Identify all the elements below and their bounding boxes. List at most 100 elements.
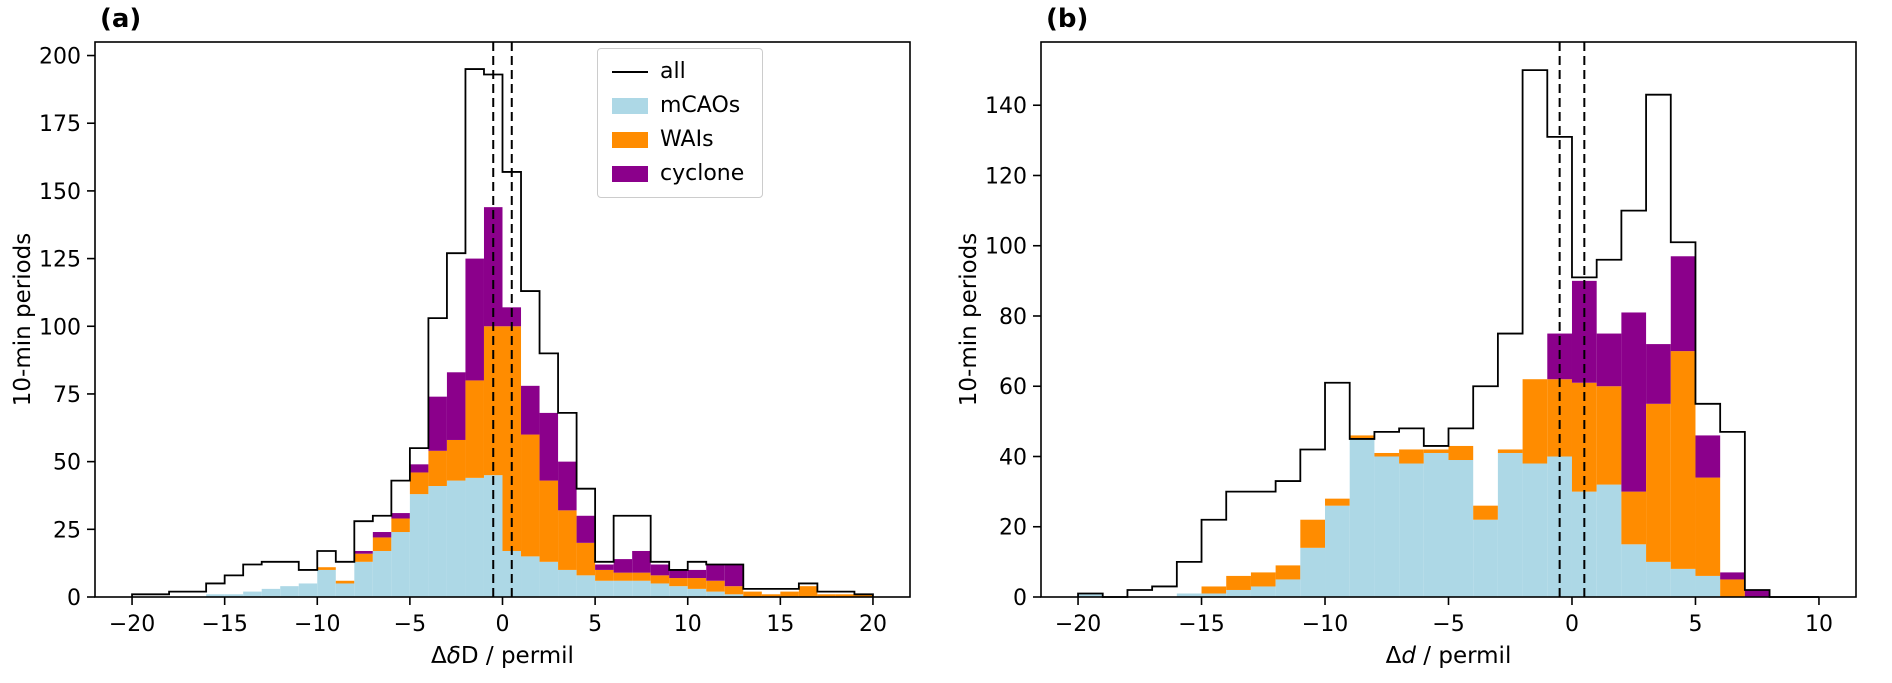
hist-bar-WAIs — [780, 591, 799, 597]
hist-bar-WAIs — [706, 580, 725, 592]
y-tick-label: 25 — [53, 518, 81, 543]
y-tick-label: 150 — [39, 180, 81, 205]
y-tick-label: 20 — [999, 516, 1027, 541]
x-tick-label: −20 — [1055, 612, 1101, 637]
hist-bar-WAIs — [1325, 498, 1350, 506]
hist-bar-cyclone — [724, 564, 744, 587]
hist-bar-WAIs — [798, 586, 818, 597]
hist-bar-mCAOs — [1522, 463, 1548, 597]
hist-bar-WAIs — [595, 569, 614, 581]
x-tick-label: 0 — [1565, 612, 1579, 637]
hist-bar-WAIs — [576, 542, 596, 576]
hist-bar-WAIs — [1473, 505, 1498, 520]
hist-bar-cyclone — [576, 515, 596, 543]
hist-bar-WAIs — [1399, 449, 1424, 464]
x-tick-label: 10 — [674, 612, 702, 637]
hist-bar-mCAOs — [669, 586, 688, 597]
hist-bar-mCAOs — [595, 580, 614, 597]
hist-bar-cyclone — [465, 258, 484, 381]
hist-bar-WAIs — [558, 510, 577, 570]
hist-bar-WAIs — [1423, 449, 1449, 453]
x-tick-label: −10 — [294, 612, 340, 637]
hist-bar-cyclone — [632, 550, 651, 573]
hist-bar-cyclone — [1720, 572, 1745, 580]
hist-bar-mCAOs — [224, 594, 244, 597]
hist-bar-cyclone — [669, 569, 688, 579]
hist-bar-WAIs — [335, 580, 355, 584]
hist-bar-mCAOs — [465, 477, 484, 597]
hist-bar-mCAOs — [706, 591, 725, 597]
hist-bar-WAIs — [1522, 379, 1548, 464]
hist-bar-WAIs — [854, 594, 873, 597]
hist-bar-mCAOs — [409, 494, 429, 597]
x-tick-label: 10 — [1805, 612, 1833, 637]
hist-bar-WAIs — [521, 434, 540, 557]
legend-entry-all: all — [612, 61, 744, 83]
hist-bar-mCAOs — [1621, 544, 1647, 597]
hist-bar-cyclone — [1596, 333, 1622, 387]
hist-bar-mCAOs — [446, 480, 466, 597]
hist-bar-mCAOs — [1078, 593, 1103, 597]
legend-patch-swatch-cyclone — [612, 166, 648, 182]
panel-a-chart: −20 −15 −10 −5 0 5 10 15 20025507510012515017520… — [10, 41, 911, 669]
hist-bar-mCAOs — [1423, 452, 1449, 597]
hist-bar-WAIs — [1646, 403, 1671, 562]
hist-bar-mCAOs — [1497, 452, 1523, 597]
hist-bar-mCAOs — [1646, 561, 1671, 597]
x-tick-label: −5 — [394, 612, 426, 637]
hist-bar-cyclone — [391, 513, 410, 519]
y-tick-label: 120 — [985, 164, 1027, 189]
hist-bar-cyclone — [1670, 256, 1696, 352]
hist-bar-WAIs — [743, 591, 762, 597]
hist-bar-WAIs — [1448, 445, 1474, 461]
hist-bar-mCAOs — [558, 569, 577, 597]
y-tick-label: 60 — [999, 375, 1027, 400]
y-tick-label: 80 — [999, 305, 1027, 330]
x-tick-label: −15 — [1178, 612, 1224, 637]
hist-bar-WAIs — [465, 380, 484, 478]
hist-bar-WAIs — [1300, 519, 1326, 548]
hist-bar-cyclone — [613, 559, 633, 573]
hist-bar-WAIs — [632, 572, 651, 581]
y-tick-label: 125 — [39, 248, 81, 273]
hist-bar-cyclone — [446, 372, 466, 440]
hist-bar-cyclone — [1695, 435, 1721, 478]
hist-bar-cyclone — [687, 569, 707, 579]
x-axis-label: ΔδD / permil — [431, 643, 574, 669]
panel-letter-b: (b) — [1046, 4, 1089, 34]
y-axis-label: 10-min periods — [10, 233, 36, 407]
hist-bar-mCAOs — [1374, 456, 1400, 597]
hist-bar-mCAOs — [1596, 484, 1622, 597]
legend-entry-cyclone: cyclone — [612, 163, 744, 185]
hist-bar-mCAOs — [1250, 586, 1276, 597]
hist-bar-cyclone — [595, 564, 614, 570]
hist-bar-mCAOs — [261, 588, 281, 597]
hist-bar-WAIs — [761, 594, 781, 597]
hist-bar-WAIs — [372, 537, 392, 551]
hist-bar-WAIs — [391, 518, 410, 533]
x-tick-label: 5 — [588, 612, 602, 637]
hist-bar-mCAOs — [1399, 463, 1424, 597]
legend-entry-mcaos: mCAOs — [612, 95, 744, 117]
hist-bar-mCAOs — [613, 580, 633, 597]
hist-bar-cyclone — [1744, 589, 1770, 597]
hist-bar-mCAOs — [280, 586, 299, 597]
hist-outline-all — [1077, 69, 1819, 598]
hist-bar-WAIs — [539, 480, 559, 562]
legend-label-wais: WAIs — [660, 127, 714, 152]
hist-bar-mCAOs — [428, 486, 447, 597]
hist-bar-WAIs — [687, 578, 707, 589]
hist-bar-mCAOs — [206, 594, 225, 597]
hist-bar-mCAOs — [576, 575, 596, 597]
legend-patch-swatch-wais — [612, 132, 648, 148]
hist-bar-cyclone — [650, 564, 670, 576]
hist-bar-cyclone — [354, 550, 373, 554]
hist-bar-mCAOs — [1473, 519, 1498, 597]
hist-bar-WAIs — [613, 572, 633, 581]
hist-bar-cyclone — [409, 464, 429, 473]
hist-bar-WAIs — [835, 594, 855, 597]
hist-bar-WAIs — [1720, 579, 1745, 597]
hist-bar-mCAOs — [317, 569, 336, 597]
y-tick-label: 0 — [1013, 586, 1027, 611]
hist-bar-WAIs — [317, 567, 336, 570]
